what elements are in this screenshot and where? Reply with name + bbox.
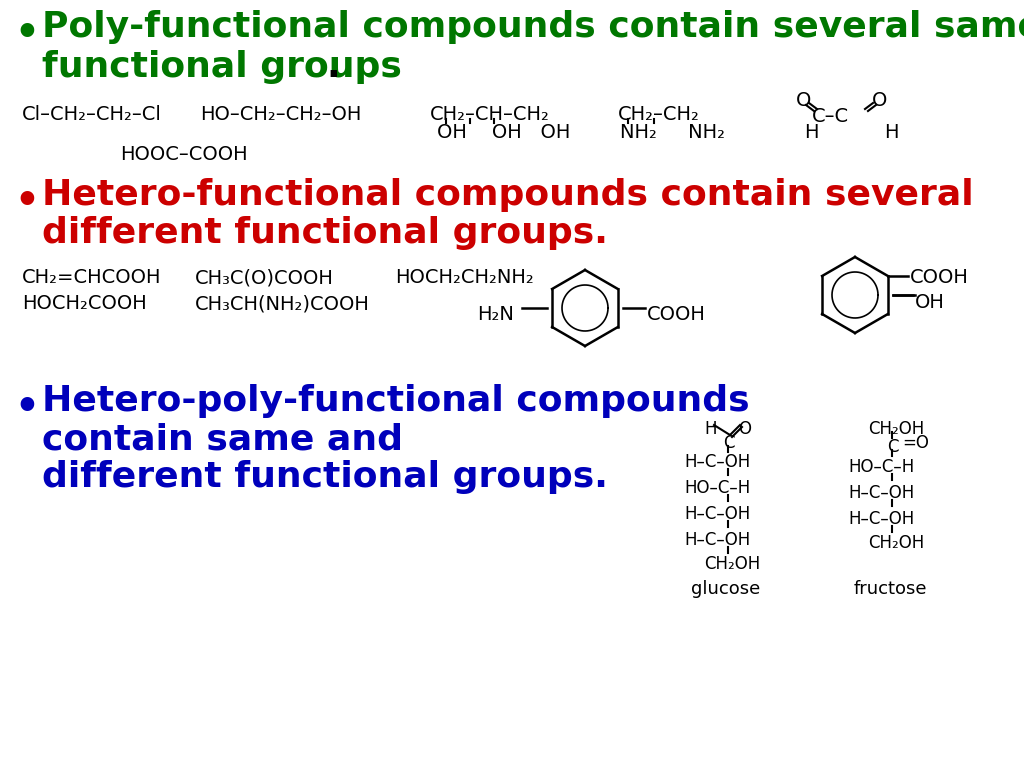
Text: Cl–CH₂–CH₂–Cl: Cl–CH₂–CH₂–Cl [22,105,162,124]
Text: HO–C–H: HO–C–H [684,479,751,497]
Text: C: C [887,438,898,456]
Text: H₂N: H₂N [477,305,514,324]
Text: Poly-functional compounds contain several same: Poly-functional compounds contain severa… [42,10,1024,44]
Text: H–C–OH: H–C–OH [848,484,914,502]
Text: H–C–OH: H–C–OH [848,510,914,528]
Text: .: . [326,50,340,84]
Text: CH₂–CH₂: CH₂–CH₂ [618,105,699,124]
Text: OH: OH [915,292,945,311]
Text: CH₃C(O)COOH: CH₃C(O)COOH [195,268,334,287]
Text: CH₃CH(NH₂)COOH: CH₃CH(NH₂)COOH [195,294,370,313]
Text: O: O [796,91,811,110]
Text: C–C: C–C [812,107,849,126]
Text: OH    OH   OH: OH OH OH [437,123,570,142]
Text: HOCH₂COOH: HOCH₂COOH [22,294,146,313]
Text: O: O [872,91,888,110]
Text: H: H [804,123,818,142]
Text: different functional groups.: different functional groups. [42,460,608,494]
Text: Hetero-poly-functional compounds: Hetero-poly-functional compounds [42,384,750,418]
Text: functional groups: functional groups [42,50,401,84]
Text: CH₂=CHCOOH: CH₂=CHCOOH [22,268,162,287]
Text: O: O [738,420,751,438]
Text: •: • [14,388,39,426]
Text: glucose: glucose [691,580,761,598]
Text: fructose: fructose [853,580,927,598]
Text: HO–CH₂–CH₂–OH: HO–CH₂–CH₂–OH [200,105,361,124]
Text: H–C–OH: H–C–OH [684,505,751,523]
Text: HO–C–H: HO–C–H [848,458,914,476]
Text: CH₂OH: CH₂OH [868,534,925,552]
Text: =O: =O [902,434,929,452]
Text: CH₂OH: CH₂OH [868,420,925,438]
Text: •: • [14,14,39,52]
Text: CH₂OH: CH₂OH [705,555,760,573]
Text: CH₂–CH–CH₂: CH₂–CH–CH₂ [430,105,550,124]
Text: COOH: COOH [647,305,706,324]
Text: different functional groups.: different functional groups. [42,216,608,250]
Text: H: H [705,420,717,438]
Text: HOCH₂CH₂NH₂: HOCH₂CH₂NH₂ [395,268,534,287]
Text: H: H [884,123,898,142]
Text: NH₂     NH₂: NH₂ NH₂ [620,123,725,142]
Text: Hetero-functional compounds contain several: Hetero-functional compounds contain seve… [42,178,974,212]
Text: C: C [723,434,734,452]
Text: HOOC–COOH: HOOC–COOH [120,145,248,164]
Text: H–C–OH: H–C–OH [684,531,751,549]
Text: •: • [14,182,39,220]
Text: H–C–OH: H–C–OH [684,453,751,471]
Text: COOH: COOH [910,268,969,287]
Text: contain same and: contain same and [42,422,403,456]
